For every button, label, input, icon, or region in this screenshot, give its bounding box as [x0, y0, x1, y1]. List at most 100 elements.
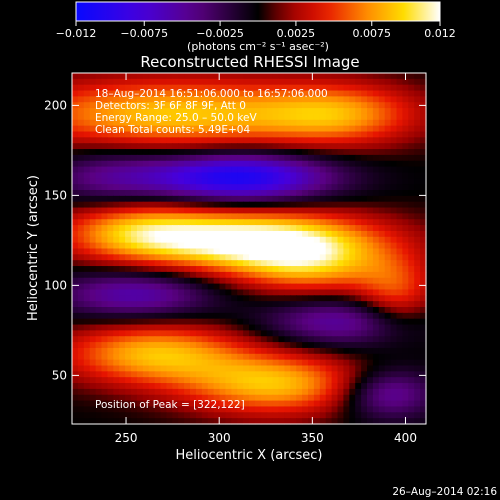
heatmap-cell	[378, 184, 386, 191]
heatmap-cell	[408, 160, 415, 168]
heatmap-cell	[77, 289, 85, 296]
heatmap-cell	[349, 347, 356, 355]
heatmap-cell	[213, 277, 221, 285]
heatmap-cell	[243, 307, 250, 314]
heatmap-cell	[195, 108, 203, 115]
heatmap-cell	[272, 342, 280, 349]
heatmap-cell	[107, 73, 114, 80]
heatmap-cell	[136, 143, 144, 150]
heatmap-cell	[408, 201, 415, 209]
heatmap-cell	[131, 184, 138, 191]
heatmap-cell	[396, 260, 403, 267]
heatmap-cell	[95, 307, 103, 314]
heatmap-cell	[331, 394, 339, 402]
heatmap-cell	[355, 295, 362, 302]
heatmap-cell	[125, 230, 132, 238]
heatmap-cell	[325, 90, 333, 97]
heatmap-cell	[402, 125, 409, 133]
heatmap-cell	[172, 225, 179, 232]
heatmap-cell	[367, 371, 374, 378]
heatmap-cell	[219, 149, 226, 156]
heatmap-cell	[237, 184, 244, 191]
heatmap-cell	[331, 172, 339, 179]
heatmap-cell	[225, 219, 232, 226]
heatmap-cell	[325, 195, 333, 203]
heatmap-cell	[296, 207, 303, 214]
heatmap-cell	[384, 412, 392, 419]
heatmap-cell	[396, 236, 403, 244]
heatmap-cell	[390, 388, 398, 396]
heatmap-cell	[254, 225, 262, 232]
heatmap-cell	[201, 295, 209, 302]
heatmap-cell	[213, 359, 221, 367]
heatmap-cell	[249, 394, 256, 402]
heatmap-cell	[260, 78, 268, 86]
heatmap-cell	[107, 207, 114, 214]
heatmap-cell	[231, 330, 238, 337]
heatmap-cell	[95, 160, 103, 168]
heatmap-cell	[243, 271, 250, 279]
heatmap-cell	[355, 125, 362, 133]
heatmap-cell	[272, 78, 280, 86]
heatmap-cell	[367, 248, 374, 255]
heatmap-cell	[408, 283, 415, 291]
heatmap-cell	[337, 190, 344, 197]
heatmap-cell	[125, 301, 132, 308]
heatmap-cell	[343, 342, 350, 349]
heatmap-cell	[249, 90, 256, 97]
heatmap-cell	[272, 271, 280, 279]
heatmap-cell	[278, 195, 285, 203]
heatmap-cell	[319, 225, 327, 232]
heatmap-cell	[355, 260, 362, 267]
heatmap-cell	[313, 254, 321, 261]
heatmap-cell	[166, 207, 173, 214]
heatmap-cell	[172, 359, 179, 367]
heatmap-cell	[343, 277, 350, 285]
heatmap-cell	[125, 371, 132, 378]
heatmap-cell	[372, 225, 380, 232]
heatmap-cell	[284, 137, 291, 144]
heatmap-cell	[260, 342, 268, 349]
heatmap-cell	[195, 184, 203, 191]
heatmap-cell	[154, 84, 162, 92]
heatmap-cell	[349, 283, 356, 291]
heatmap-cell	[420, 242, 427, 250]
heatmap-cell	[372, 160, 380, 168]
heatmap-cell	[384, 289, 392, 296]
heatmap-cell	[349, 78, 356, 86]
heatmap-cell	[195, 213, 203, 220]
heatmap-cell	[160, 154, 167, 162]
heatmap-cell	[284, 166, 291, 174]
heatmap-cell	[201, 260, 209, 267]
heatmap-cell	[225, 254, 232, 261]
heatmap-cell	[390, 113, 398, 121]
heatmap-cell	[178, 84, 185, 92]
heatmap-cell	[195, 254, 203, 261]
heatmap-cell	[343, 377, 350, 384]
heatmap-cell	[166, 90, 173, 97]
heatmap-cell	[148, 219, 156, 226]
heatmap-cell	[319, 113, 327, 121]
heatmap-cell	[231, 149, 238, 156]
heatmap-cell	[160, 248, 167, 255]
heatmap-cell	[95, 137, 103, 144]
heatmap-cell	[367, 260, 374, 267]
heatmap-cell	[420, 149, 427, 156]
heatmap-cell	[148, 119, 156, 127]
heatmap-cell	[260, 213, 268, 220]
heatmap-cell	[260, 190, 268, 197]
heatmap-cell	[254, 277, 262, 285]
heatmap-cell	[113, 330, 120, 337]
heatmap-cell	[89, 213, 97, 220]
heatmap-cell	[160, 172, 167, 179]
heatmap-cell	[77, 149, 85, 156]
heatmap-cell	[390, 213, 398, 220]
heatmap-cell	[72, 301, 79, 308]
heatmap-cell	[390, 295, 398, 302]
heatmap-cell	[266, 271, 274, 279]
heatmap-cell	[337, 184, 344, 191]
heatmap-cell	[136, 184, 144, 191]
heatmap-cell	[172, 172, 179, 179]
heatmap-cell	[72, 73, 79, 80]
heatmap-cell	[367, 102, 374, 109]
